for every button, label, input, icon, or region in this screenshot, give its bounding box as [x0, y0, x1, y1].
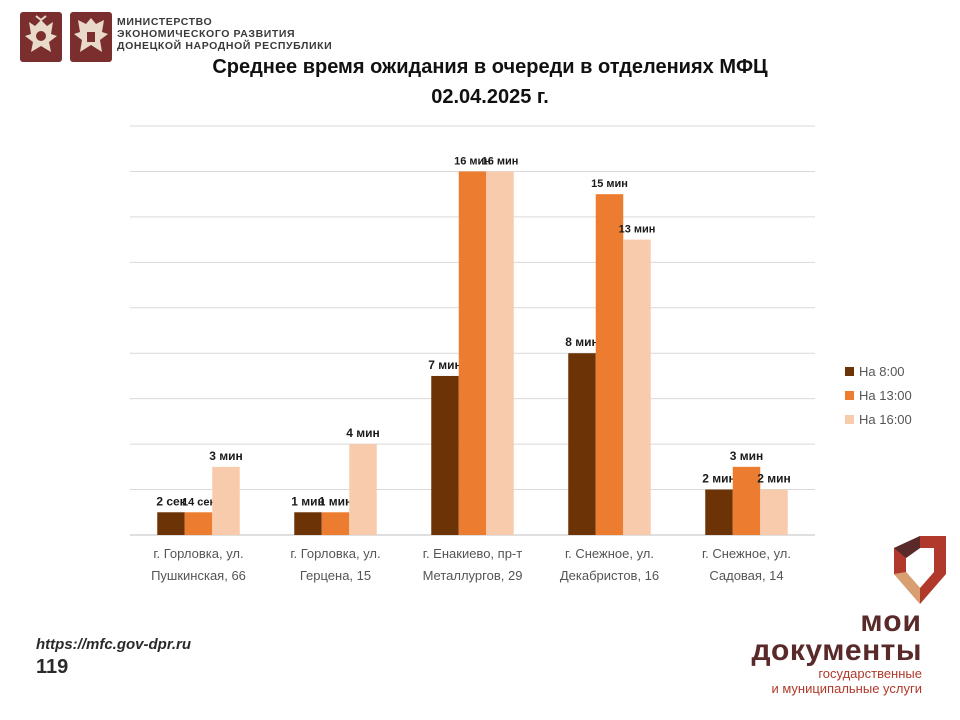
data-label: 15 мин: [591, 178, 628, 190]
website-url[interactable]: https://mfc.gov-dpr.ru: [36, 636, 191, 653]
category-label: г. Енакиево, пр-т: [423, 546, 522, 561]
data-label: 7 мин: [428, 358, 462, 372]
category-label: г. Снежное, ул.: [565, 546, 654, 561]
data-label: 16 мин: [454, 155, 491, 167]
bar: [568, 353, 596, 535]
bar-chart: 2 сек 1 мин 7 мин 8 мин 2 мин 14 сек 1 мин 16 м…: [130, 125, 912, 583]
category-label: Герцена, 15: [300, 568, 371, 583]
data-label: 8 мин: [565, 335, 599, 349]
ministry-line: ДОНЕЦКОЙ НАРОДНОЙ РЕСПУБЛИКИ: [117, 40, 333, 52]
bar: [760, 489, 788, 535]
bar: [157, 512, 185, 535]
bar: [458, 171, 487, 535]
ministry-line: ЭКОНОМИЧЕСКОГО РАЗВИТИЯ: [117, 28, 296, 40]
chart-title: Среднее время ожидания в очереди в отдел…: [212, 56, 768, 78]
bar: [321, 512, 350, 535]
chart-subtitle: 02.04.2025 г.: [431, 86, 549, 108]
bar: [486, 171, 514, 535]
legend-swatch: [845, 415, 854, 424]
category-label: г. Горловка, ул.: [290, 546, 380, 561]
brand-block: мои документы государственные и муниципа…: [751, 605, 922, 697]
legend-label: На 8:00: [859, 364, 905, 379]
data-label: 4 мин: [346, 426, 380, 440]
bar: [349, 444, 377, 535]
bar: [595, 194, 624, 535]
brand-line: документы: [751, 634, 922, 667]
moi-dokumenty-logo-icon: [890, 534, 950, 606]
data-label: 14 сек: [182, 496, 216, 508]
legend-label: На 13:00: [859, 388, 912, 403]
ministry-line: МИНИСТЕРСТВО: [117, 16, 213, 28]
data-label: 13 мин: [619, 224, 656, 236]
category-label: Металлургов, 29: [423, 568, 523, 583]
bar: [623, 239, 651, 535]
bar: [431, 375, 459, 535]
data-label: 2 мин: [757, 472, 791, 486]
category-label: г. Снежное, ул.: [702, 546, 791, 561]
data-label: 3 мин: [730, 449, 764, 463]
data-label: 3 мин: [209, 449, 243, 463]
category-label: г. Горловка, ул.: [153, 546, 243, 561]
legend-swatch: [845, 391, 854, 400]
brand-line: и муниципальные услуги: [771, 681, 922, 696]
brand-line: государственные: [818, 666, 922, 681]
bar: [732, 466, 761, 535]
data-label: 2 сек: [156, 494, 186, 508]
ministry-name: МИНИСТЕРСТВО ЭКОНОМИЧЕСКОГО РАЗВИТИЯ ДОН…: [117, 16, 377, 52]
brand-line: мои: [860, 605, 922, 638]
data-label: 1 мин: [291, 494, 325, 508]
page-number: 119: [36, 656, 69, 678]
legend-swatch: [845, 367, 854, 376]
dpr-emblem-icon: [70, 12, 112, 62]
category-label: Пушкинская, 66: [151, 568, 246, 583]
category-label: Садовая, 14: [709, 568, 783, 583]
russia-emblem-icon: [20, 12, 62, 62]
bar: [705, 489, 733, 535]
category-label: Декабристов, 16: [560, 568, 659, 583]
bar: [212, 466, 240, 535]
data-label: 2 мин: [702, 472, 736, 486]
bar: [184, 512, 213, 535]
data-label: 1 мин: [319, 494, 353, 508]
data-label: 16 мин: [482, 155, 519, 167]
legend-label: На 16:00: [859, 412, 912, 427]
bar: [294, 512, 322, 535]
